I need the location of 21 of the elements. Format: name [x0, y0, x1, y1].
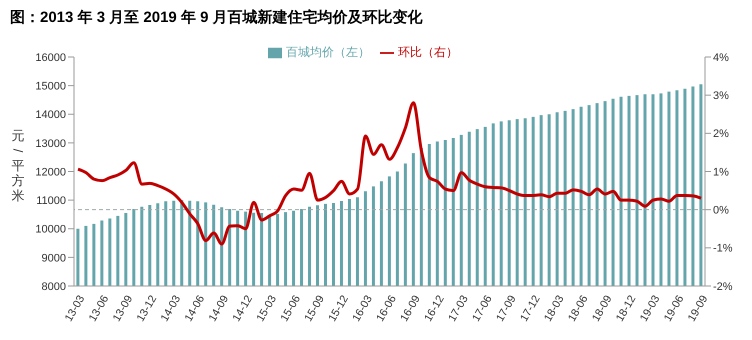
legend-label: 百城均价（左）	[286, 45, 370, 59]
y2-tick-label: 4%	[713, 52, 730, 64]
y-tick-label: 11000	[36, 195, 66, 208]
y-tick-label: 9000	[42, 252, 66, 264]
chart-title: 图：2013 年 3 月至 2019 年 9 月百城新建住宅均价及环比变化	[9, 8, 424, 28]
y-tick-label: 14000	[35, 109, 66, 122]
y2-tick-label: -2%	[713, 280, 733, 293]
y2-tick-label: 0%	[713, 204, 730, 217]
y-tick-label: 12000	[35, 166, 66, 178]
y-axis-title: 元/平方米	[10, 128, 26, 203]
line-series	[76, 101, 703, 246]
y2-tick-label: 3%	[713, 90, 730, 102]
y-tick-label: 10000	[35, 224, 66, 236]
legend-label: 环比（右）	[398, 45, 458, 59]
y-tick-label: 8000	[42, 280, 66, 293]
y-tick-label: 15000	[35, 80, 66, 93]
y2-tick-label: -1%	[713, 242, 733, 255]
y2-tick-label: 2%	[713, 128, 730, 140]
y-tick-label: 16000	[35, 52, 66, 64]
y2-tick-label: 1%	[713, 166, 730, 178]
y-tick-label: 13000	[35, 138, 66, 150]
